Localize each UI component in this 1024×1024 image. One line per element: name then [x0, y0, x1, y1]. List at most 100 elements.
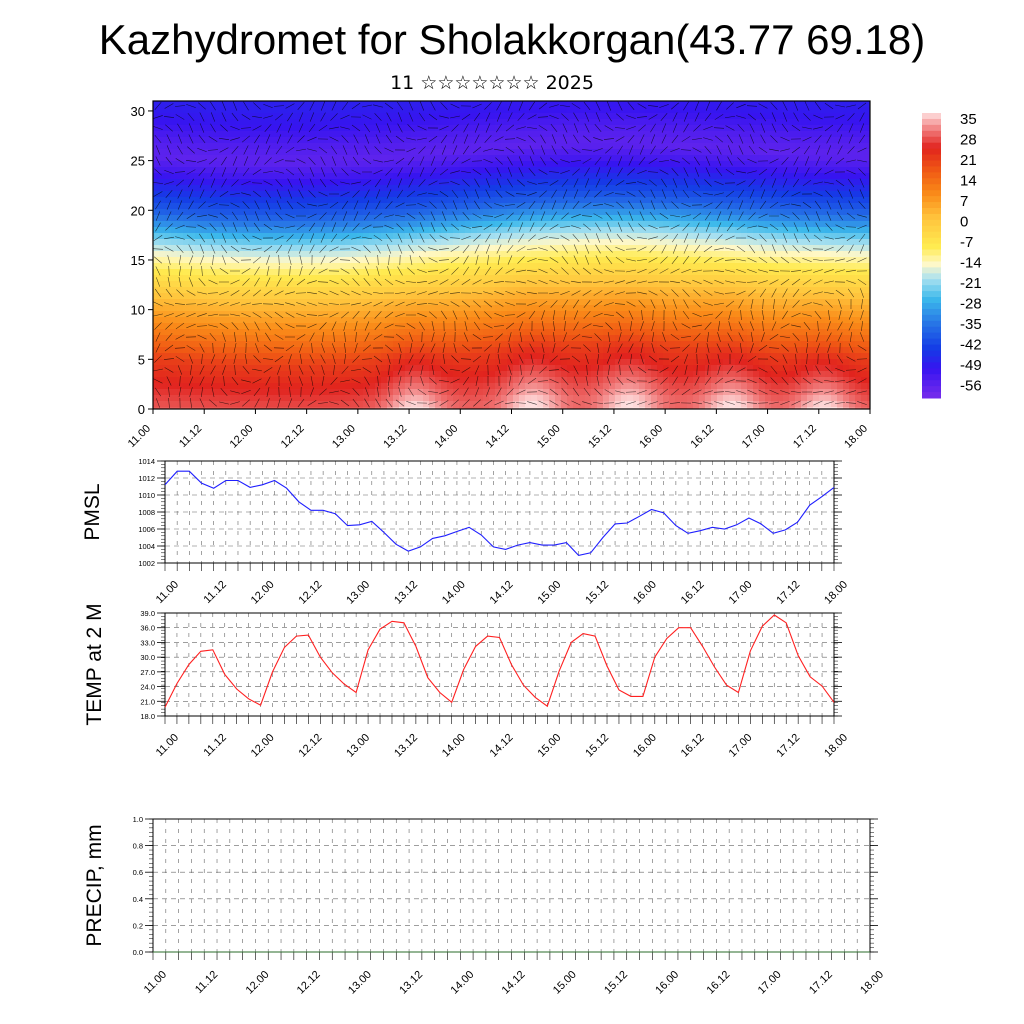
heat-cell — [297, 341, 304, 348]
heat-cell — [195, 131, 202, 138]
heat-cell — [711, 371, 718, 378]
heat-cell — [675, 119, 682, 126]
heat-cell — [579, 401, 586, 408]
heat-cell — [195, 353, 202, 360]
heat-cell — [603, 281, 610, 288]
heat-cell — [213, 251, 220, 258]
heat-cell — [591, 395, 598, 402]
heat-cell — [315, 251, 322, 258]
heat-cell — [579, 155, 586, 162]
heat-cell — [405, 239, 412, 246]
heat-cell — [459, 143, 466, 150]
heat-cell — [555, 263, 562, 270]
heat-cell — [687, 185, 694, 192]
heat-cell — [501, 293, 508, 300]
heat-cell — [699, 335, 706, 342]
heat-cell — [225, 269, 232, 276]
heat-cell — [687, 131, 694, 138]
heat-cell — [309, 275, 316, 282]
heat-cell — [591, 161, 598, 168]
heat-cell — [237, 365, 244, 372]
heat-cell — [435, 347, 442, 354]
heat-cell — [423, 335, 430, 342]
heat-cell — [543, 233, 550, 240]
heat-cell — [345, 233, 352, 240]
heat-cell — [291, 113, 298, 120]
heat-cell — [207, 281, 214, 288]
heat-cell — [711, 329, 718, 336]
heat-cell — [507, 347, 514, 354]
heat-cell — [441, 167, 448, 174]
heat-cell — [459, 269, 466, 276]
heat-cell — [705, 299, 712, 306]
heat-cell — [501, 407, 508, 410]
heat-cell — [441, 233, 448, 240]
heat-cell — [357, 323, 364, 330]
heat-cell — [447, 341, 454, 348]
heat-cell — [591, 119, 598, 126]
heat-cell — [687, 359, 694, 366]
heat-cell — [471, 323, 478, 330]
heat-cell — [261, 353, 268, 360]
heat-cell — [519, 113, 526, 120]
heat-cell — [159, 281, 166, 288]
heat-cell — [315, 281, 322, 288]
heat-cell — [591, 125, 598, 132]
heat-cell — [531, 185, 538, 192]
heat-cell — [165, 221, 172, 228]
heat-cell — [267, 251, 274, 258]
heat-cell — [507, 149, 514, 156]
heat-cell — [603, 191, 610, 198]
heat-cell — [417, 371, 424, 378]
heat-cell — [201, 341, 208, 348]
heat-cell — [531, 119, 538, 126]
heat-cell — [405, 191, 412, 198]
heat-cell — [345, 191, 352, 198]
heat-cell — [387, 137, 394, 144]
heat-cell — [171, 353, 178, 360]
heat-cell — [513, 275, 520, 282]
heat-cell — [591, 155, 598, 162]
heat-cell — [597, 329, 604, 336]
heat-cell — [369, 221, 376, 228]
heat-cell — [555, 137, 562, 144]
heat-cell — [513, 215, 520, 222]
heat-cell — [579, 185, 586, 192]
heat-cell — [201, 203, 208, 210]
heat-cell — [363, 323, 370, 330]
heat-cell — [327, 311, 334, 318]
heat-cell — [459, 299, 466, 306]
heat-cell — [651, 179, 658, 186]
heat-cell — [315, 377, 322, 384]
heat-cell — [447, 335, 454, 342]
heat-cell — [231, 383, 238, 390]
heat-cell — [195, 341, 202, 348]
heat-cell — [243, 197, 250, 204]
heat-cell — [633, 401, 640, 408]
heat-cell — [579, 335, 586, 342]
heat-cell — [327, 377, 334, 384]
heat-cell — [549, 365, 556, 372]
heat-cell — [315, 287, 322, 294]
heat-cell — [483, 173, 490, 180]
heat-cell — [381, 317, 388, 324]
heat-cell — [723, 251, 730, 258]
heat-cell — [591, 215, 598, 222]
heat-cell — [435, 227, 442, 234]
heat-cell — [237, 287, 244, 294]
heat-cell — [669, 335, 676, 342]
heat-cell — [159, 155, 166, 162]
heat-cell — [723, 269, 730, 276]
heat-cell — [237, 329, 244, 336]
heat-cell — [411, 239, 418, 246]
heat-cell — [291, 395, 298, 402]
heat-cell — [453, 353, 460, 360]
heat-cell — [621, 293, 628, 300]
heat-cell — [399, 161, 406, 168]
heat-cell — [555, 335, 562, 342]
heat-cell — [609, 305, 616, 312]
heat-cell — [177, 371, 184, 378]
heat-cell — [717, 281, 724, 288]
heat-cell — [549, 233, 556, 240]
heat-cell — [699, 107, 706, 114]
